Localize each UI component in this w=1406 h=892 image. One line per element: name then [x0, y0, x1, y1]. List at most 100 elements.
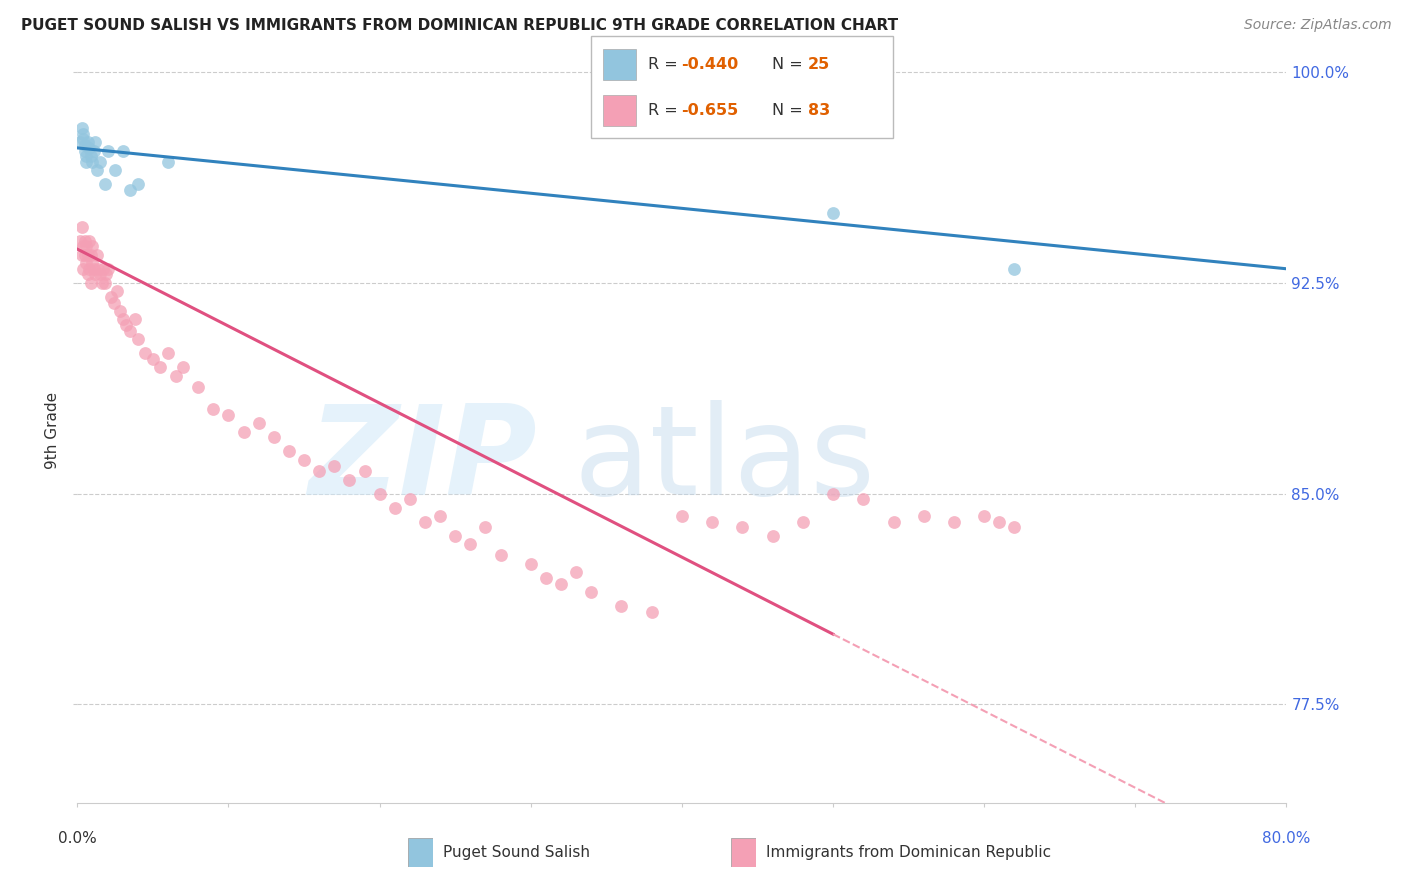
Point	[82, 256, 104, 270]
Point	[157, 346, 180, 360]
Point	[232, 425, 254, 439]
Text: -0.440: -0.440	[682, 57, 738, 72]
Point	[413, 515, 436, 529]
Point	[520, 557, 543, 571]
Point	[127, 178, 149, 192]
FancyBboxPatch shape	[603, 95, 636, 126]
FancyBboxPatch shape	[603, 49, 636, 79]
Point	[105, 285, 128, 299]
Point	[124, 312, 146, 326]
Point	[1004, 520, 1026, 534]
Point	[73, 138, 96, 153]
Point	[77, 268, 100, 282]
Point	[399, 492, 422, 507]
Point	[823, 205, 845, 219]
Point	[87, 261, 110, 276]
Point	[943, 515, 966, 529]
Point	[157, 155, 180, 169]
Point	[368, 486, 391, 500]
Point	[73, 234, 96, 248]
Point	[581, 585, 603, 599]
Point	[93, 178, 115, 192]
Text: N =: N =	[772, 103, 808, 118]
Point	[460, 537, 482, 551]
Point	[96, 144, 118, 158]
Point	[671, 509, 693, 524]
Point	[247, 417, 270, 431]
Point	[263, 430, 285, 444]
Point	[94, 268, 117, 282]
Text: Immigrants from Dominican Republic: Immigrants from Dominican Republic	[766, 846, 1052, 860]
Point	[83, 144, 105, 158]
Point	[75, 155, 97, 169]
Point	[80, 149, 103, 163]
Point	[73, 248, 96, 262]
Point	[142, 351, 165, 366]
Text: 80.0%: 80.0%	[1263, 831, 1310, 847]
Point	[82, 239, 104, 253]
Point	[70, 248, 93, 262]
Point	[75, 149, 97, 163]
Point	[762, 529, 785, 543]
Point	[79, 261, 101, 276]
Point	[565, 566, 588, 580]
Point	[384, 500, 406, 515]
Point	[73, 144, 96, 158]
Point	[641, 605, 664, 619]
Point	[86, 163, 108, 178]
Point	[731, 520, 754, 534]
Point	[80, 276, 103, 290]
Text: R =: R =	[648, 57, 683, 72]
Text: ZIP: ZIP	[308, 400, 537, 521]
Text: 25: 25	[808, 57, 831, 72]
Point	[353, 464, 375, 478]
Point	[323, 458, 346, 473]
Point	[127, 332, 149, 346]
Point	[550, 576, 572, 591]
Point	[69, 136, 91, 150]
Point	[89, 268, 111, 282]
Text: R =: R =	[648, 103, 683, 118]
Point	[165, 368, 187, 383]
Point	[96, 261, 118, 276]
Point	[86, 248, 108, 262]
Point	[278, 444, 301, 458]
Text: PUGET SOUND SALISH VS IMMIGRANTS FROM DOMINICAN REPUBLIC 9TH GRADE CORRELATION C: PUGET SOUND SALISH VS IMMIGRANTS FROM DO…	[21, 18, 898, 33]
Point	[218, 408, 240, 422]
Point	[75, 239, 97, 253]
Point	[111, 144, 134, 158]
Point	[104, 163, 127, 178]
Point	[77, 136, 100, 150]
Point	[489, 549, 512, 563]
Point	[134, 346, 156, 360]
Point	[883, 515, 905, 529]
Point	[339, 473, 360, 487]
Point	[823, 486, 845, 500]
Point	[120, 183, 142, 197]
Point	[69, 234, 91, 248]
Text: Source: ZipAtlas.com: Source: ZipAtlas.com	[1244, 18, 1392, 32]
Point	[149, 360, 172, 375]
Point	[444, 529, 467, 543]
Point	[429, 509, 451, 524]
Point	[973, 509, 995, 524]
Point	[93, 276, 115, 290]
Text: Puget Sound Salish: Puget Sound Salish	[443, 846, 591, 860]
Point	[792, 515, 814, 529]
Point	[84, 268, 107, 282]
Point	[474, 520, 496, 534]
Point	[1004, 261, 1026, 276]
Point	[702, 515, 724, 529]
Point	[90, 276, 112, 290]
Text: atlas: atlas	[574, 400, 875, 521]
Point	[72, 239, 94, 253]
Point	[72, 261, 94, 276]
Point	[70, 121, 93, 136]
Point	[103, 295, 125, 310]
Point	[70, 219, 93, 234]
Point	[83, 261, 105, 276]
Point	[534, 571, 557, 585]
Point	[912, 509, 935, 524]
Point	[79, 141, 101, 155]
Point	[100, 290, 122, 304]
